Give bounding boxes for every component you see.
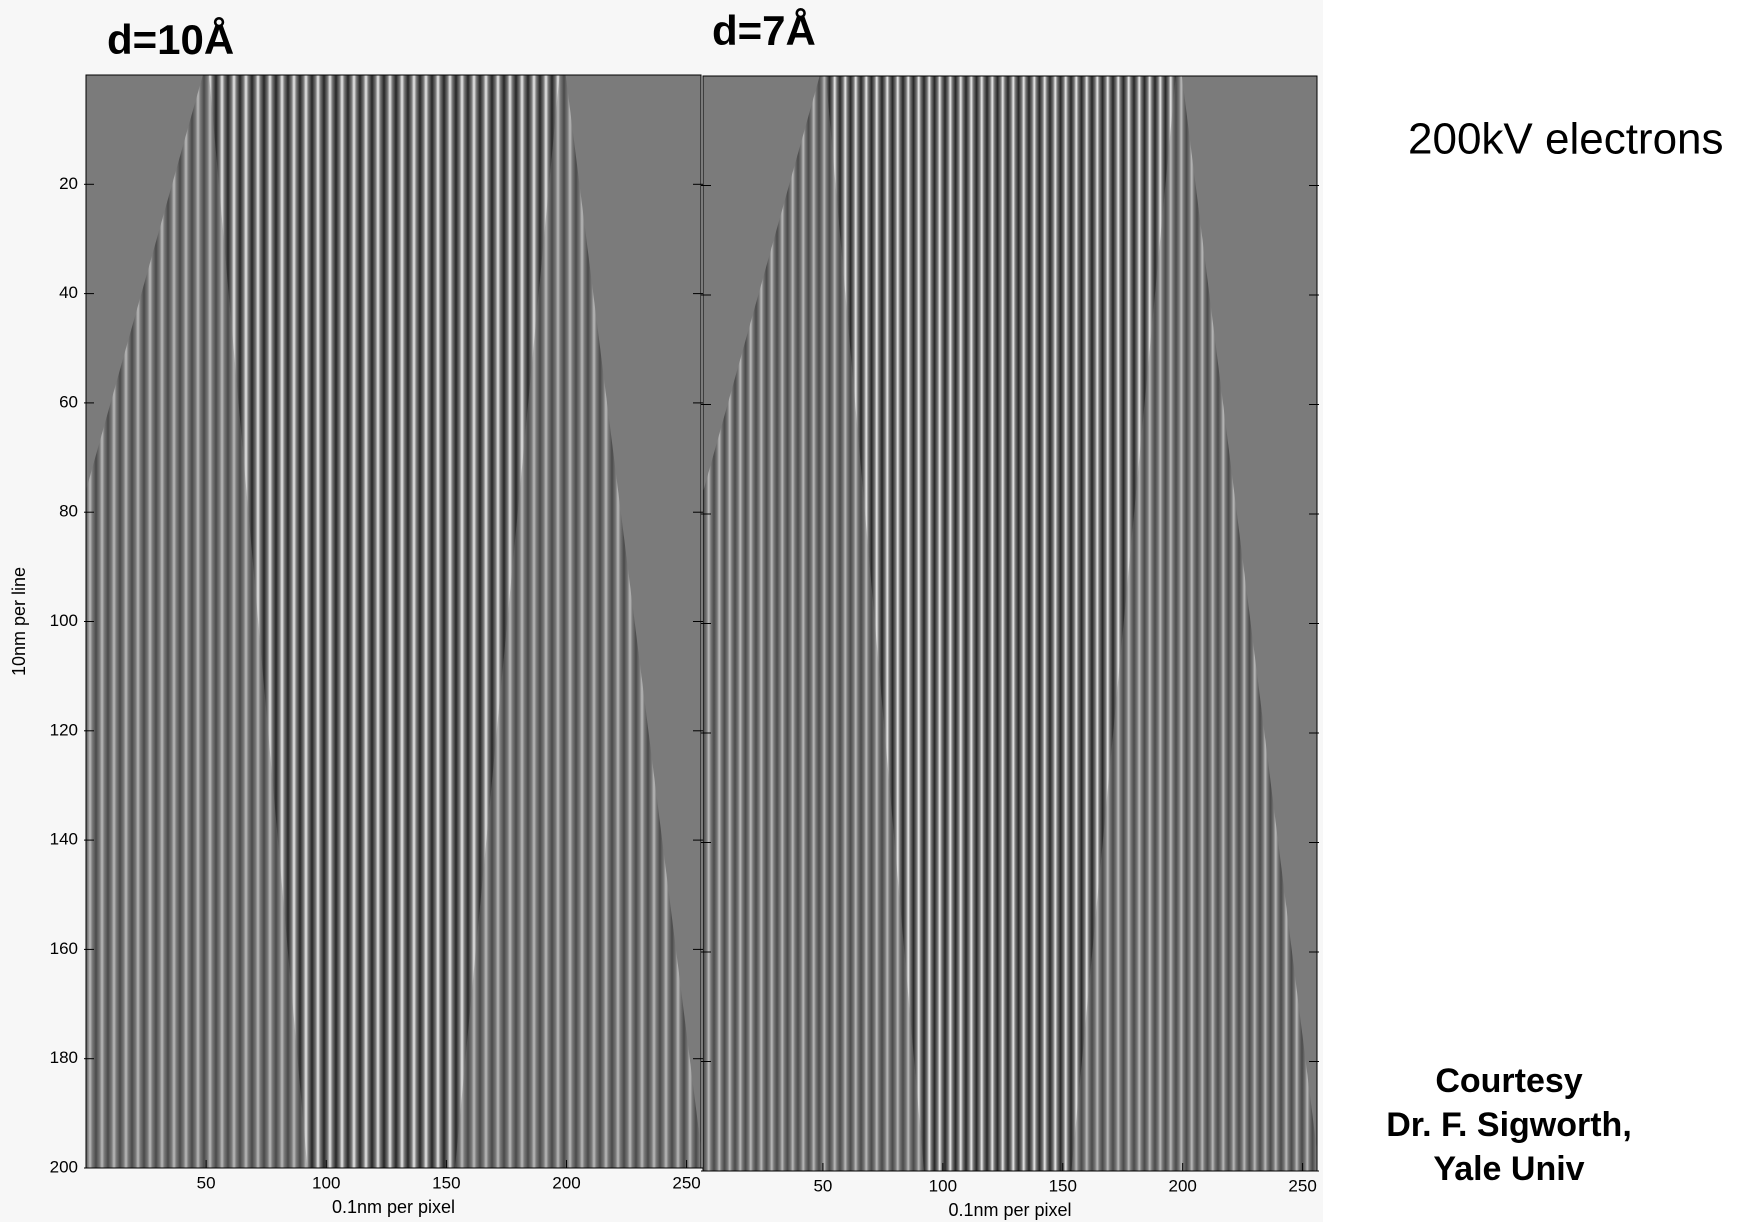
y-tick-label: 180 — [50, 1048, 78, 1067]
y-tick-label: 160 — [50, 939, 78, 958]
beam-annotation: 200kV electrons — [1408, 115, 1724, 164]
credit-line: Yale Univ — [1433, 1150, 1584, 1188]
x-tick-label: 200 — [1169, 1176, 1197, 1195]
x-tick-label: 100 — [312, 1173, 340, 1192]
x-tick-label: 250 — [672, 1173, 700, 1192]
x-axis-label: 0.1nm per pixel — [332, 1197, 455, 1217]
fringe-core — [209, 75, 560, 1168]
x-tick-label: 150 — [432, 1173, 460, 1192]
x-tick-label: 250 — [1288, 1176, 1316, 1195]
x-axis-label: 0.1nm per pixel — [948, 1200, 1071, 1220]
y-tick-label: 120 — [50, 720, 78, 739]
y-tick-label: 60 — [59, 392, 78, 411]
x-tick-label: 150 — [1049, 1176, 1077, 1195]
y-tick-label: 200 — [50, 1157, 78, 1176]
y-tick-label: 140 — [50, 830, 78, 849]
x-tick-label: 200 — [552, 1173, 580, 1192]
y-tick-label: 40 — [59, 283, 78, 302]
credit-line: Dr. F. Sigworth, — [1386, 1106, 1632, 1144]
x-tick-label: 50 — [197, 1173, 216, 1192]
x-tick-label: 50 — [813, 1176, 832, 1195]
panel-title: d=10Å — [107, 16, 234, 63]
y-tick-label: 100 — [50, 611, 78, 630]
panel-title: d=7Å — [712, 7, 816, 54]
x-tick-label: 100 — [929, 1176, 957, 1195]
y-tick-label: 80 — [59, 502, 78, 521]
credit-line: Courtesy — [1435, 1062, 1582, 1100]
y-tick-label: 20 — [59, 174, 78, 193]
fringe-core — [825, 76, 1176, 1171]
y-axis-label: 10nm per line — [9, 567, 29, 676]
